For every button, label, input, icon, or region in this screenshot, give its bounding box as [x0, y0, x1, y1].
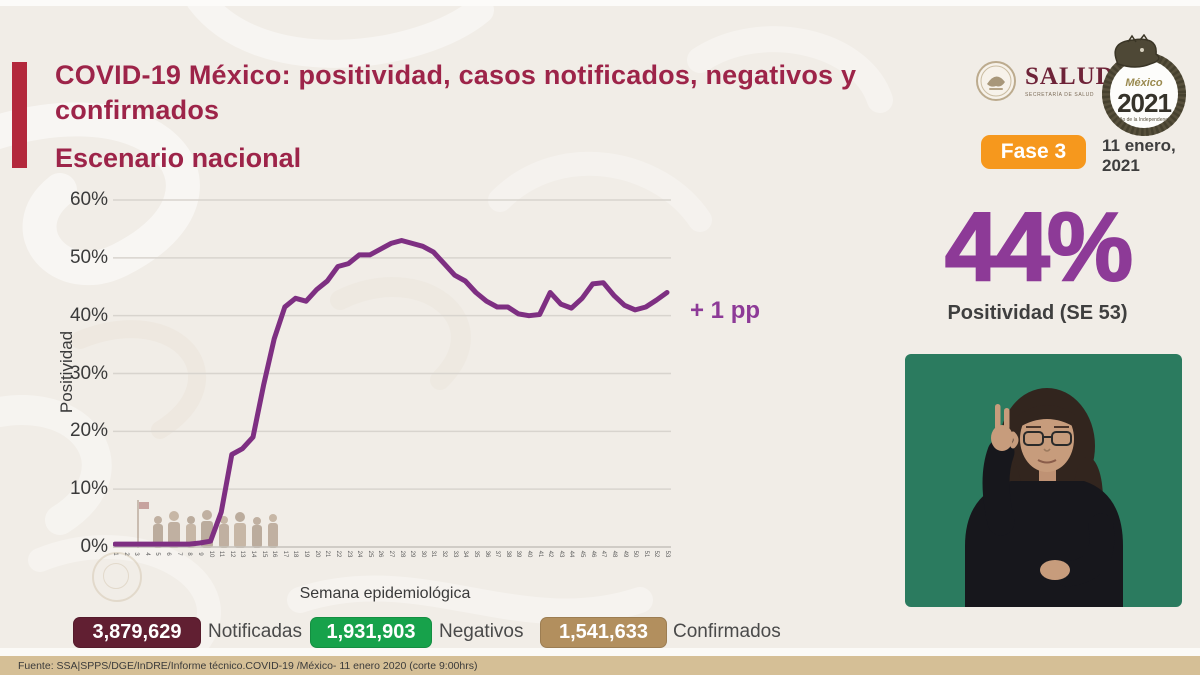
- positivity-line-chart: [113, 199, 671, 548]
- sign-language-interpreter: [905, 354, 1182, 607]
- totals-row: 3,879,629 Notificadas 1,931,903 Negativo…: [0, 617, 1200, 650]
- notified-count-box: 3,879,629: [73, 617, 201, 648]
- x-axis-label: Semana epidemiológica: [299, 585, 471, 602]
- y-tick-label: 60%: [69, 189, 108, 210]
- confirmed-count-box: 1,541,633: [540, 617, 667, 648]
- salud-logo: SALUD SECRETARÍA DE SALUD: [975, 60, 1115, 102]
- phase-badge: Fase 3: [981, 135, 1086, 169]
- trend-annotation: + 1 pp: [690, 297, 761, 324]
- confirmed-count: 1,541,633: [559, 621, 648, 643]
- page-title: COVID-19 México: positividad, casos noti…: [55, 60, 857, 126]
- notified-label: Notificadas: [208, 621, 302, 642]
- top-strip: [0, 0, 1200, 6]
- salud-wordmark: SALUD: [1025, 63, 1115, 90]
- report-date-line1: 11 enero,: [1102, 136, 1176, 155]
- notified-count: 3,879,629: [92, 621, 182, 643]
- title-accent-bar: [12, 62, 27, 168]
- y-tick-label: 10%: [69, 478, 108, 500]
- salud-caption: SECRETARÍA DE SALUD: [1025, 92, 1095, 98]
- report-date: 11 enero, 2021: [1102, 136, 1176, 175]
- source-footer: Fuente: SSA|SPPS/DGE/InDRE/Informe técni…: [0, 656, 1200, 675]
- source-text: Fuente: SSA|SPPS/DGE/InDRE/Informe técni…: [18, 659, 478, 672]
- positivity-big-label: Positividad (SE 53): [947, 302, 1128, 324]
- page-subtitle: Escenario nacional: [55, 143, 302, 173]
- svg-text:2021: 2021: [1117, 88, 1171, 118]
- confirmed-label: Confirmados: [673, 621, 781, 642]
- quetzalcoatl-icon: México 2021 Año de la Independencia: [1102, 33, 1186, 136]
- historical-figures-watermark: [137, 500, 278, 548]
- y-tick-label: 0%: [80, 536, 108, 557]
- svg-text:México: México: [1125, 77, 1163, 89]
- sign-language-video: [905, 354, 1182, 607]
- seal-watermark: [92, 552, 142, 602]
- y-tick-label: 40%: [69, 304, 108, 326]
- negative-label: Negativos: [439, 621, 524, 642]
- mexico-2021-logo: México 2021 Año de la Independencia: [1098, 33, 1190, 141]
- y-tick-label: 30%: [69, 362, 108, 384]
- y-tick-label: 20%: [69, 420, 108, 442]
- y-tick-label: 50%: [69, 246, 108, 268]
- negative-count: 1,931,903: [326, 621, 416, 643]
- report-date-line2: 2021: [1102, 155, 1140, 175]
- svg-text:Año de la Independencia: Año de la Independencia: [1116, 117, 1172, 123]
- salud-seal-icon: [976, 61, 1016, 101]
- positivity-big-number: 44%: [944, 192, 1134, 301]
- negative-count-box: 1,931,903: [310, 617, 432, 648]
- bottom-gap-strip: [0, 648, 1200, 656]
